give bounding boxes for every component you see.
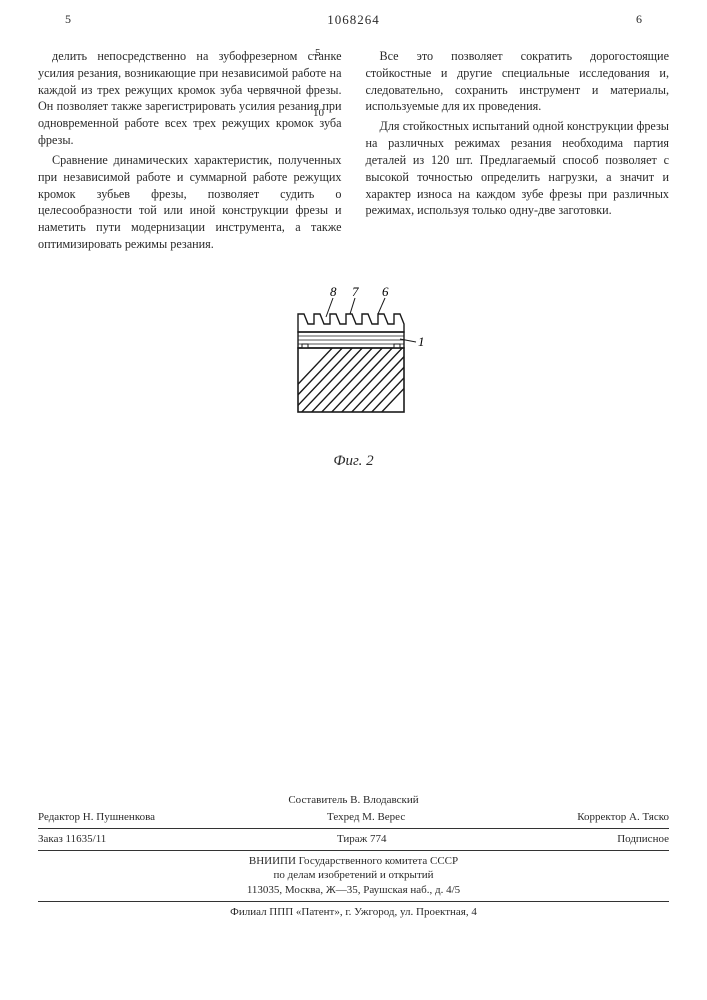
right-column: Все это позволяет сократить дорогостоящи… xyxy=(366,48,670,256)
editor: Редактор Н. Пушненкова xyxy=(38,810,155,825)
figure-2: 8 7 6 1 xyxy=(38,284,669,470)
compiler-line: Составитель В. Влодавский xyxy=(38,793,669,808)
subscription: Подписное xyxy=(617,832,669,847)
fig-label-8: 8 xyxy=(330,284,337,299)
line-number-10: 10 xyxy=(313,106,324,121)
order: Заказ 11635/11 xyxy=(38,832,106,847)
addr-line1: 113035, Москва, Ж—35, Раушская наб., д. … xyxy=(38,883,669,898)
corrector: Корректор А. Тяско xyxy=(577,810,669,825)
figure-svg: 8 7 6 1 xyxy=(254,284,454,444)
org-line1: ВНИИПИ Государственного комитета СССР xyxy=(38,854,669,869)
right-p2: Для стойкостных испытаний одной конструк… xyxy=(366,118,670,219)
document-number: 1068264 xyxy=(327,12,380,28)
tirazh: Тираж 774 xyxy=(337,832,387,847)
figure-caption: Фиг. 2 xyxy=(38,453,669,470)
line-number-5: 5 xyxy=(315,46,321,61)
left-p2: Сравнение динамических характеристик, по… xyxy=(38,152,342,253)
left-column: делить непосредственно на зубофрезерном … xyxy=(38,48,342,256)
page-number-left: 5 xyxy=(65,12,71,27)
right-p1: Все это позволяет сократить дорогостоящи… xyxy=(366,48,670,115)
fig-label-1: 1 xyxy=(418,334,425,349)
techred: Техред М. Верес xyxy=(327,810,405,825)
fig-label-6: 6 xyxy=(382,284,389,299)
org-line2: по делам изобретений и открытий xyxy=(38,868,669,883)
page-number-right: 6 xyxy=(636,12,642,27)
addr-line2: Филиал ППП «Патент», г. Ужгород, ул. Про… xyxy=(38,905,669,920)
footer-block: Составитель В. Влодавский Редактор Н. Пу… xyxy=(38,793,669,920)
left-p1: делить непосредственно на зубофрезерном … xyxy=(38,48,342,149)
text-columns: делить непосредственно на зубофрезерном … xyxy=(38,48,669,256)
fig-label-7: 7 xyxy=(352,284,359,299)
